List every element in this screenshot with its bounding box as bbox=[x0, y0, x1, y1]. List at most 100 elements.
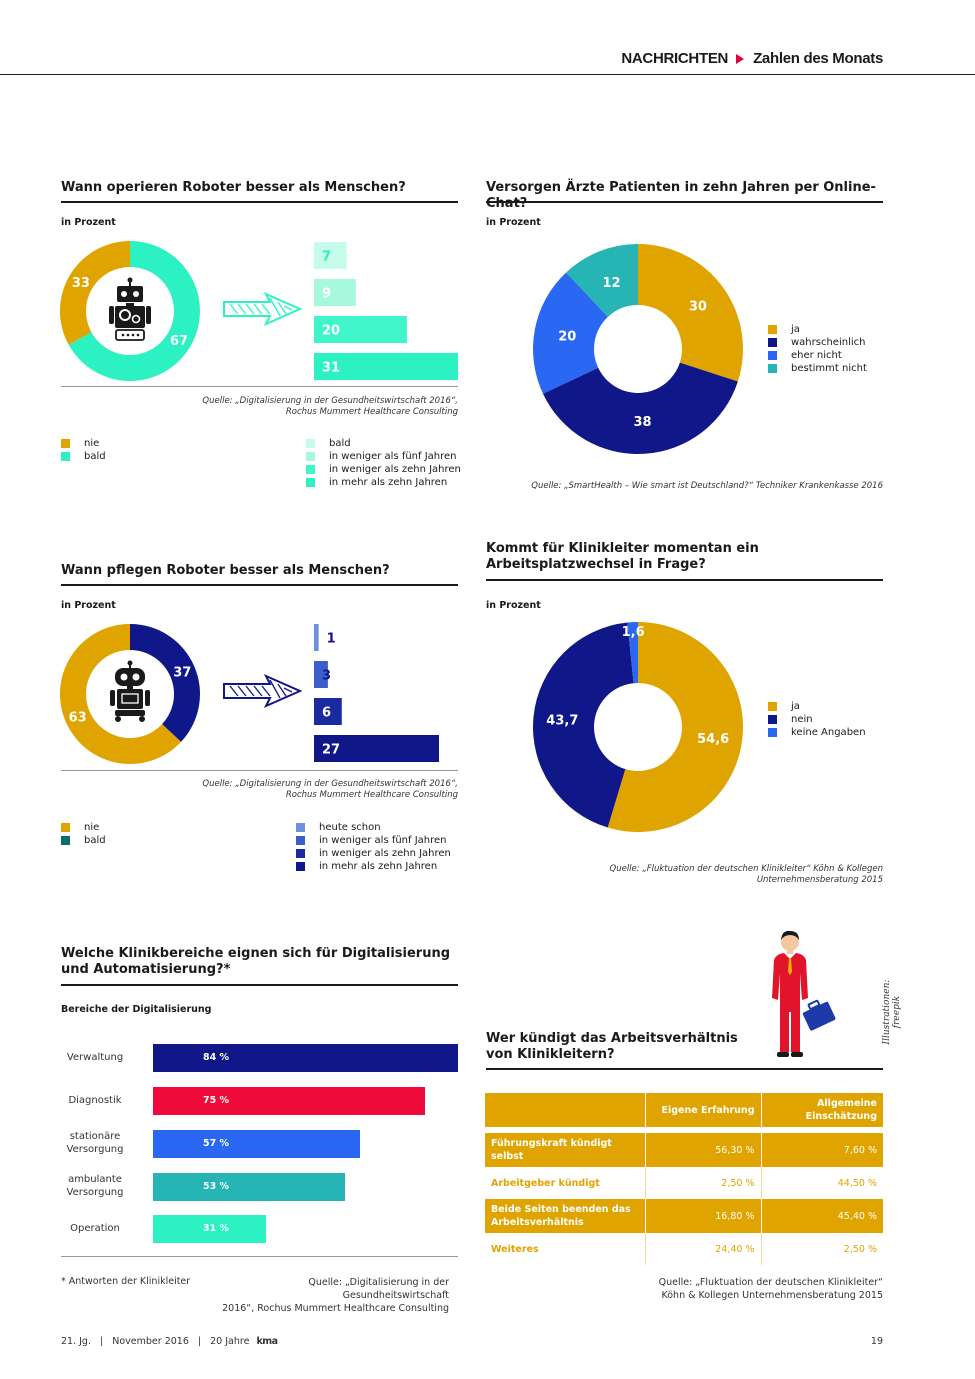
chart5-row: Diagnostik 75 % bbox=[61, 1086, 461, 1116]
table-cell: 24,40 % bbox=[645, 1233, 762, 1265]
chart2-graphic: 30 38 20 12 bbox=[533, 244, 743, 454]
illustration-credit: Illustrationen: freepik bbox=[882, 962, 902, 1062]
breakdown-bar bbox=[314, 242, 347, 269]
legend-label: bald bbox=[84, 451, 106, 462]
legend-item: bald bbox=[306, 437, 461, 450]
page-header: NACHRICHTEN Zahlen des Monats bbox=[621, 50, 883, 67]
legend-swatch bbox=[61, 836, 70, 845]
legend-swatch bbox=[306, 452, 315, 461]
table-cell: 56,30 % bbox=[645, 1133, 762, 1167]
chart1-subtitle: in Prozent bbox=[61, 217, 116, 228]
page-footer: 21. Jg. | November 2016 | 20 Jahre kma bbox=[61, 1336, 278, 1347]
chart6-title: Wer kündigt das Arbeitsverhältnis von Kl… bbox=[486, 1031, 738, 1062]
legend-label: in mehr als zehn Jahren bbox=[319, 861, 438, 872]
legend-item: nie bbox=[61, 437, 106, 450]
legend-swatch bbox=[768, 338, 777, 347]
chart6-source-line1: Quelle: „Fluktuation der deutschen Klini… bbox=[658, 1277, 883, 1288]
chart1-title: Wann operieren Roboter besser als Mensch… bbox=[61, 180, 406, 195]
donut-slice bbox=[130, 624, 200, 742]
chart5-category-label: ambulante Versorgung bbox=[66, 1174, 124, 1198]
chart1-title-rule bbox=[61, 201, 458, 203]
chart3-title: Wann pflegen Roboter besser als Menschen… bbox=[61, 563, 390, 578]
chart5-source: Quelle: „Digitalisierung in der Gesundhe… bbox=[200, 1276, 449, 1315]
chart4-title-rule bbox=[486, 579, 883, 581]
chart3-title-rule bbox=[61, 584, 458, 586]
donut-slice-label: 67 bbox=[170, 334, 188, 349]
chart4-donut: 54,6 43,7 1,6 bbox=[532, 622, 743, 832]
legend-label: keine Angaben bbox=[791, 727, 866, 738]
chart5-bar-label: 84 % bbox=[203, 1052, 230, 1063]
legend-item: in weniger als fünf Jahren bbox=[306, 450, 461, 463]
footer-volume: 21. Jg. bbox=[61, 1336, 91, 1347]
legend-item: in mehr als zehn Jahren bbox=[296, 860, 451, 873]
chart5-baseline bbox=[61, 1256, 458, 1257]
legend-item: eher nicht bbox=[768, 349, 867, 362]
table-column-header: Allgemeine Einschätzung bbox=[805, 1098, 877, 1122]
chart1-breakdown-bars: 7 9 20 31 bbox=[314, 242, 458, 380]
chart5-footnote: * Antworten der Klinikleiter bbox=[61, 1276, 191, 1287]
legend-swatch bbox=[768, 351, 777, 360]
donut-slice-label: 33 bbox=[72, 276, 90, 291]
chart1-breakdown-legend: bald in weniger als fünf Jahren in wenig… bbox=[306, 437, 461, 489]
chart5-category-label: stationäre Versorgung bbox=[66, 1131, 124, 1155]
legend-label: in weniger als zehn Jahren bbox=[319, 848, 451, 859]
header-section: NACHRICHTEN bbox=[621, 50, 729, 67]
legend-swatch bbox=[296, 849, 305, 858]
table-cell: 2,50 % bbox=[645, 1167, 762, 1199]
breakdown-bar-label: 6 bbox=[322, 706, 331, 721]
chart5-title-rule bbox=[61, 984, 458, 986]
table-row: Führungskraft kündigt selbst 56,30 % 7,6… bbox=[485, 1133, 883, 1167]
header-rule bbox=[0, 74, 975, 75]
termination-table: Eigene Erfahrung Allgemeine Einschätzung… bbox=[485, 1093, 883, 1265]
donut-slice bbox=[68, 241, 201, 381]
legend-swatch bbox=[768, 364, 777, 373]
legend-item: bestimmt nicht bbox=[768, 362, 867, 375]
chart1-source-line2: Rochus Mummert Healthcare Consulting bbox=[285, 407, 458, 417]
legend-swatch bbox=[768, 715, 777, 724]
legend-swatch bbox=[296, 862, 305, 871]
donut-slice bbox=[542, 362, 738, 454]
legend-swatch bbox=[768, 325, 777, 334]
legend-label: in weniger als zehn Jahren bbox=[329, 464, 461, 475]
footer-separator: | bbox=[197, 1336, 202, 1347]
chart4-legend: ja nein keine Angaben bbox=[768, 700, 866, 739]
chart5-category-label: Operation bbox=[70, 1223, 120, 1234]
chart5-bar: 31 % bbox=[153, 1215, 266, 1243]
legend-label: in weniger als fünf Jahren bbox=[319, 835, 447, 846]
robot-illustration-icon bbox=[109, 277, 151, 341]
chart6-source: Quelle: „Fluktuation der deutschen Klini… bbox=[560, 1276, 883, 1302]
legend-item: in weniger als zehn Jahren bbox=[296, 847, 451, 860]
chart4-source-line2: Unternehmensberatung 2015 bbox=[756, 875, 883, 885]
header-arrow-icon bbox=[736, 53, 745, 64]
breakdown-bar-label: 1 bbox=[327, 632, 336, 647]
breakdown-bar bbox=[314, 698, 342, 725]
legend-item: nie bbox=[61, 821, 106, 834]
footer-brand-logo: kma bbox=[256, 1336, 278, 1347]
chart4-source: Quelle: „Fluktuation der deutschen Klini… bbox=[486, 864, 883, 886]
chart5-title: Welche Klinikbereiche eignen sich für Di… bbox=[61, 946, 451, 977]
breakdown-bar-label: 3 bbox=[322, 669, 331, 684]
legend-swatch bbox=[306, 439, 315, 448]
legend-item: in mehr als zehn Jahren bbox=[306, 476, 461, 489]
donut-slice-label: 54,6 bbox=[697, 732, 729, 747]
legend-label: ja bbox=[791, 324, 800, 335]
table-row-label: Arbeitgeber kündigt bbox=[485, 1167, 646, 1199]
legend-swatch bbox=[306, 465, 315, 474]
chart3-source-line1: Quelle: „Digitalisierung in der Gesundhe… bbox=[202, 779, 458, 789]
donut-slice-label: 38 bbox=[633, 415, 651, 430]
header-subsection: Zahlen des Monats bbox=[753, 50, 883, 67]
legend-swatch bbox=[306, 478, 315, 487]
footer-date: November 2016 bbox=[112, 1336, 189, 1347]
legend-swatch bbox=[61, 823, 70, 832]
donut-slice bbox=[627, 622, 638, 684]
table-row-label: Führungskraft kündigt selbst bbox=[485, 1133, 646, 1167]
legend-label: in mehr als zehn Jahren bbox=[329, 477, 448, 488]
donut-slice bbox=[638, 244, 743, 382]
breakdown-bar bbox=[314, 624, 319, 651]
chart4-source-line1: Quelle: „Fluktuation der deutschen Klini… bbox=[609, 864, 883, 874]
legend-item: bald bbox=[61, 450, 106, 463]
chart3-baseline bbox=[61, 770, 458, 771]
legend-label: nie bbox=[84, 438, 100, 449]
chart5-bar-label: 31 % bbox=[203, 1223, 230, 1234]
breakdown-bar-label: 9 bbox=[322, 287, 331, 302]
